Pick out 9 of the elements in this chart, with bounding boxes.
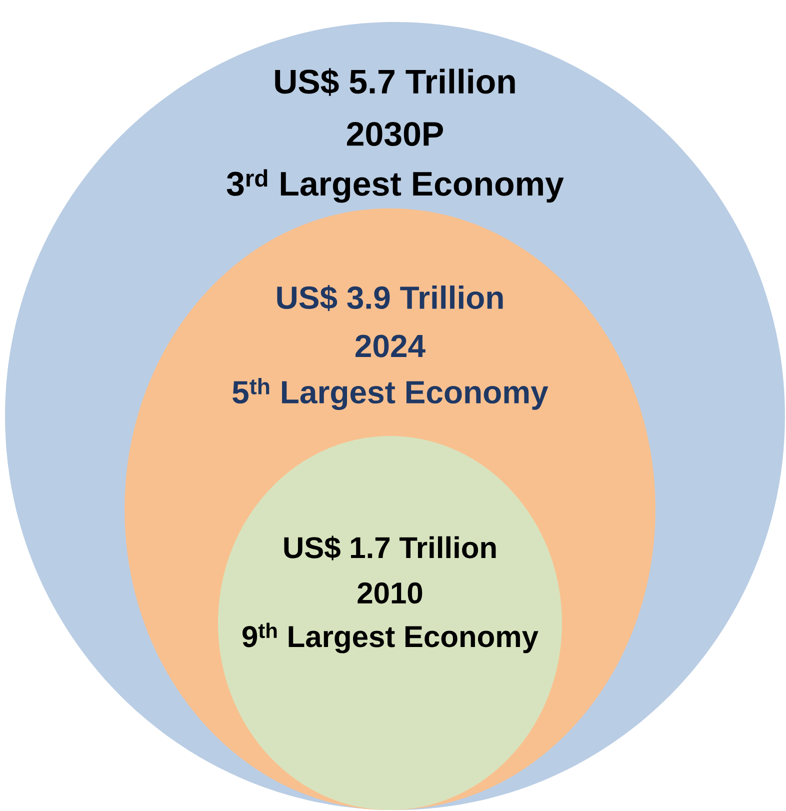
- text: 5$^{th}$ Largest Economy: [232, 378, 548, 410]
- data-label: US$ 3.9 Trillion: [277, 284, 503, 312]
- text: 3$^{rd}$ Largest Economy: [226, 169, 564, 203]
- category-label: 2010: [358, 582, 422, 604]
- category-label: 2030P: [347, 122, 443, 146]
- data-label: US$ 5.7 Trillion: [275, 68, 515, 96]
- data-label: US$ 1.7 Trillion: [284, 536, 496, 560]
- text: 9$^{th}$ Largest Economy: [242, 622, 538, 654]
- category-label: 2024: [356, 334, 426, 358]
